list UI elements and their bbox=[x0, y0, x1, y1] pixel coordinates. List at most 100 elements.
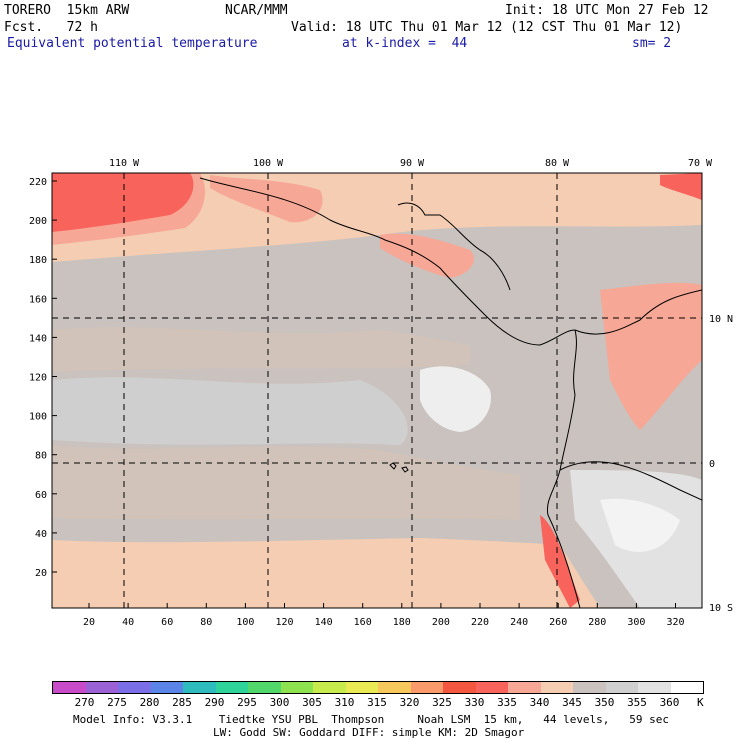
lon-label: 110 W bbox=[109, 158, 140, 169]
organization-label: NCAR/MMM bbox=[225, 3, 288, 18]
grid-tick-label: 180 bbox=[393, 617, 411, 628]
colorbar-segment bbox=[215, 682, 248, 693]
left-grid-ticks: 220 200 180 160 140 120 100 80 60 40 20 bbox=[29, 177, 57, 579]
colorbar-segment bbox=[183, 682, 216, 693]
colorbar-label: 315 bbox=[367, 696, 387, 709]
colorbar-label: 305 bbox=[302, 696, 322, 709]
colorbar-label: 295 bbox=[237, 696, 257, 709]
field-zone-360-a bbox=[420, 366, 491, 432]
field-name: Equivalent potential temperature bbox=[7, 36, 258, 51]
colorbar-segment bbox=[150, 682, 183, 693]
grid-tick-label: 200 bbox=[432, 617, 450, 628]
field-warm-340-n bbox=[210, 175, 323, 223]
colorbar-label: 360 bbox=[659, 696, 680, 709]
grid-tick-label: 60 bbox=[35, 490, 47, 501]
grid-tick-label: 320 bbox=[666, 617, 684, 628]
colorbar-label: 335 bbox=[497, 696, 517, 709]
colorbar-label: 325 bbox=[432, 696, 452, 709]
model-info: Model Info: V3.3.1 Tiedtke YSU PBL Thomp… bbox=[73, 713, 670, 726]
lon-label: 80 W bbox=[545, 158, 570, 169]
colorbar-label: 275 bbox=[107, 696, 127, 709]
colorbar-label: 300 bbox=[269, 696, 290, 709]
forecast-hour: Fcst. 72 h bbox=[4, 20, 98, 35]
field-warm-335-ne bbox=[660, 173, 702, 200]
grid-tick-label: 40 bbox=[35, 529, 47, 540]
grid-tick-label: 100 bbox=[236, 617, 254, 628]
grid-tick-label: 120 bbox=[29, 373, 47, 384]
colorbar-segment bbox=[573, 682, 606, 693]
colorbar-label: 345 bbox=[562, 696, 582, 709]
colorbar-label: 355 bbox=[627, 696, 647, 709]
grid-tick-label: 20 bbox=[83, 617, 95, 628]
colorbar-label: 270 bbox=[74, 696, 95, 709]
colorbar-segment bbox=[280, 682, 313, 693]
init-time: Init: 18 UTC Mon 27 Feb 12 bbox=[505, 3, 709, 18]
colorbar-segment bbox=[313, 682, 346, 693]
colorbar-segment bbox=[670, 682, 703, 693]
grid-tick-label: 180 bbox=[29, 255, 47, 266]
plot-frame bbox=[51, 172, 703, 609]
grid-tick-label: 160 bbox=[354, 617, 372, 628]
grid-tick-label: 260 bbox=[549, 617, 567, 628]
graticule bbox=[52, 173, 702, 608]
right-latitude-labels: 10 N 0 10 S bbox=[709, 314, 733, 614]
colorbar-segment bbox=[508, 682, 541, 693]
lon-label: 70 W bbox=[688, 158, 713, 169]
colorbar-label: 310 bbox=[334, 696, 355, 709]
colorbar-label: 320 bbox=[399, 696, 420, 709]
colorbar-segment bbox=[85, 682, 118, 693]
field-warm-340-ne bbox=[600, 282, 702, 430]
colorbar bbox=[52, 681, 704, 694]
grid-tick-label: 100 bbox=[29, 412, 47, 423]
top-longitude-labels: 110 W 100 W 90 W 80 W 70 W bbox=[109, 158, 713, 169]
lat-label: 10 S bbox=[709, 603, 733, 614]
colorbar-segment bbox=[638, 682, 671, 693]
field-warm-335-peru bbox=[540, 515, 580, 608]
colorbar-segment bbox=[410, 682, 443, 693]
colorbar-segment bbox=[248, 682, 281, 693]
colorbar-segment bbox=[118, 682, 151, 693]
colorbar-segment bbox=[540, 682, 573, 693]
field-band-345-south bbox=[52, 538, 600, 608]
colorbar-label: 290 bbox=[204, 696, 225, 709]
grid-tick-label: 200 bbox=[29, 216, 47, 227]
colorbar-label: 340 bbox=[529, 696, 550, 709]
colorbar-segment bbox=[605, 682, 638, 693]
colorbar-segment bbox=[53, 682, 86, 693]
grid-tick-label: 240 bbox=[510, 617, 528, 628]
colorbar-segment bbox=[475, 682, 508, 693]
grid-tick-label: 60 bbox=[161, 617, 173, 628]
grid-tick-label: 120 bbox=[275, 617, 293, 628]
shaded-field bbox=[52, 173, 702, 608]
grid-tick-label: 40 bbox=[122, 617, 134, 628]
level-label: at k-index = 44 bbox=[342, 36, 468, 51]
colorbar-segment bbox=[378, 682, 411, 693]
lon-label: 100 W bbox=[253, 158, 284, 169]
grid-tick-label: 80 bbox=[200, 617, 212, 628]
colorbar-label: 285 bbox=[172, 696, 192, 709]
grid-tick-label: 280 bbox=[588, 617, 606, 628]
grid-tick-label: 20 bbox=[35, 568, 47, 579]
model-title: TORERO 15km ARW bbox=[4, 3, 130, 18]
grid-tick-label: 140 bbox=[315, 617, 333, 628]
valid-time: Valid: 18 UTC Thu 01 Mar 12 (12 CST Thu … bbox=[291, 20, 683, 35]
grid-tick-label: 80 bbox=[35, 451, 47, 462]
lon-label: 90 W bbox=[400, 158, 425, 169]
field-band-mid-2 bbox=[52, 445, 520, 520]
colorbar-segment bbox=[443, 682, 476, 693]
physics-info: LW: Godd SW: Goddard DIFF: simple KM: 2D… bbox=[213, 726, 525, 739]
field-zone-355-a bbox=[52, 377, 408, 445]
grid-tick-label: 140 bbox=[29, 333, 47, 344]
grid-tick-label: 220 bbox=[471, 617, 489, 628]
colorbar-unit: K bbox=[697, 696, 704, 709]
field-warm-335-nw bbox=[52, 173, 194, 232]
colorbar-label: 280 bbox=[139, 696, 160, 709]
field-band-mid-1 bbox=[52, 327, 470, 372]
colorbar-label: 350 bbox=[594, 696, 615, 709]
smoothing-label: sm= 2 bbox=[632, 36, 672, 51]
grid-tick-label: 220 bbox=[29, 177, 47, 188]
bottom-grid-ticks: 20 40 60 80 100 120 140 160 180 200 220 240 260 280 30… bbox=[83, 603, 685, 628]
grid-tick-label: 300 bbox=[627, 617, 645, 628]
field-band-345-north bbox=[52, 173, 702, 262]
lat-label: 0 bbox=[709, 459, 715, 470]
